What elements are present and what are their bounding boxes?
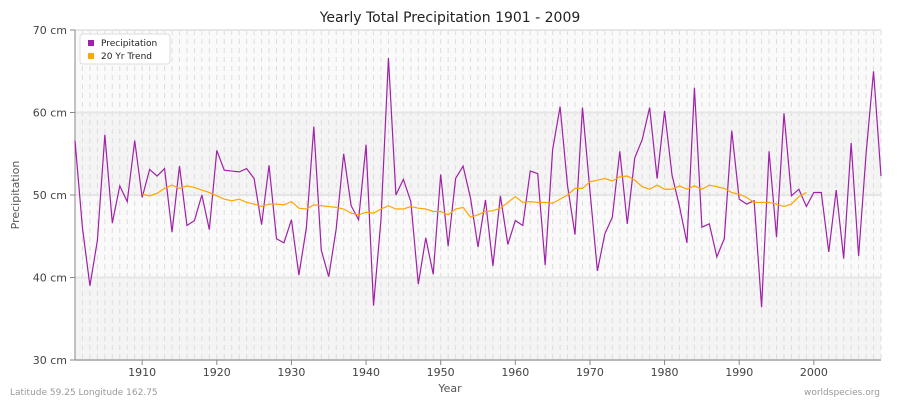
- y-tick-label: 50 cm: [33, 189, 67, 202]
- chart-title: Yearly Total Precipitation 1901 - 2009: [319, 10, 581, 26]
- x-tick-label: 1910: [128, 366, 156, 379]
- x-tick-label: 1920: [203, 366, 231, 379]
- footer-coordinates: Latitude 59.25 Longitude 162.75: [10, 388, 158, 398]
- legend-label-trend: 20 Yr Trend: [101, 52, 152, 62]
- x-tick-label: 1990: [725, 366, 753, 379]
- footer-source: worldspecies.org: [804, 388, 880, 398]
- x-tick-label: 1930: [277, 366, 305, 379]
- grid-band: [75, 112, 881, 195]
- legend-swatch-precipitation: [88, 40, 94, 46]
- legend-swatch-trend: [88, 53, 94, 59]
- grid-band: [75, 195, 881, 278]
- legend-label-precipitation: Precipitation: [101, 39, 157, 49]
- y-tick-label: 70 cm: [33, 24, 67, 37]
- x-tick-label: 1980: [651, 366, 679, 379]
- x-axis-label: Year: [437, 382, 462, 395]
- y-tick-label: 60 cm: [33, 107, 67, 120]
- y-tick-label: 30 cm: [33, 354, 67, 367]
- x-tick-label: 1950: [427, 366, 455, 379]
- y-axis-label: Precipitation: [9, 161, 22, 230]
- legend: Precipitation 20 Yr Trend: [79, 33, 171, 65]
- x-tick-label: 2000: [800, 366, 828, 379]
- series-line-trend: [142, 175, 807, 218]
- series-line-precipitation: [74, 58, 882, 308]
- x-tick-label: 1970: [576, 366, 604, 379]
- x-tick-label: 1960: [501, 366, 529, 379]
- y-tick-label: 40 cm: [33, 272, 67, 285]
- x-tick-label: 1940: [352, 366, 380, 379]
